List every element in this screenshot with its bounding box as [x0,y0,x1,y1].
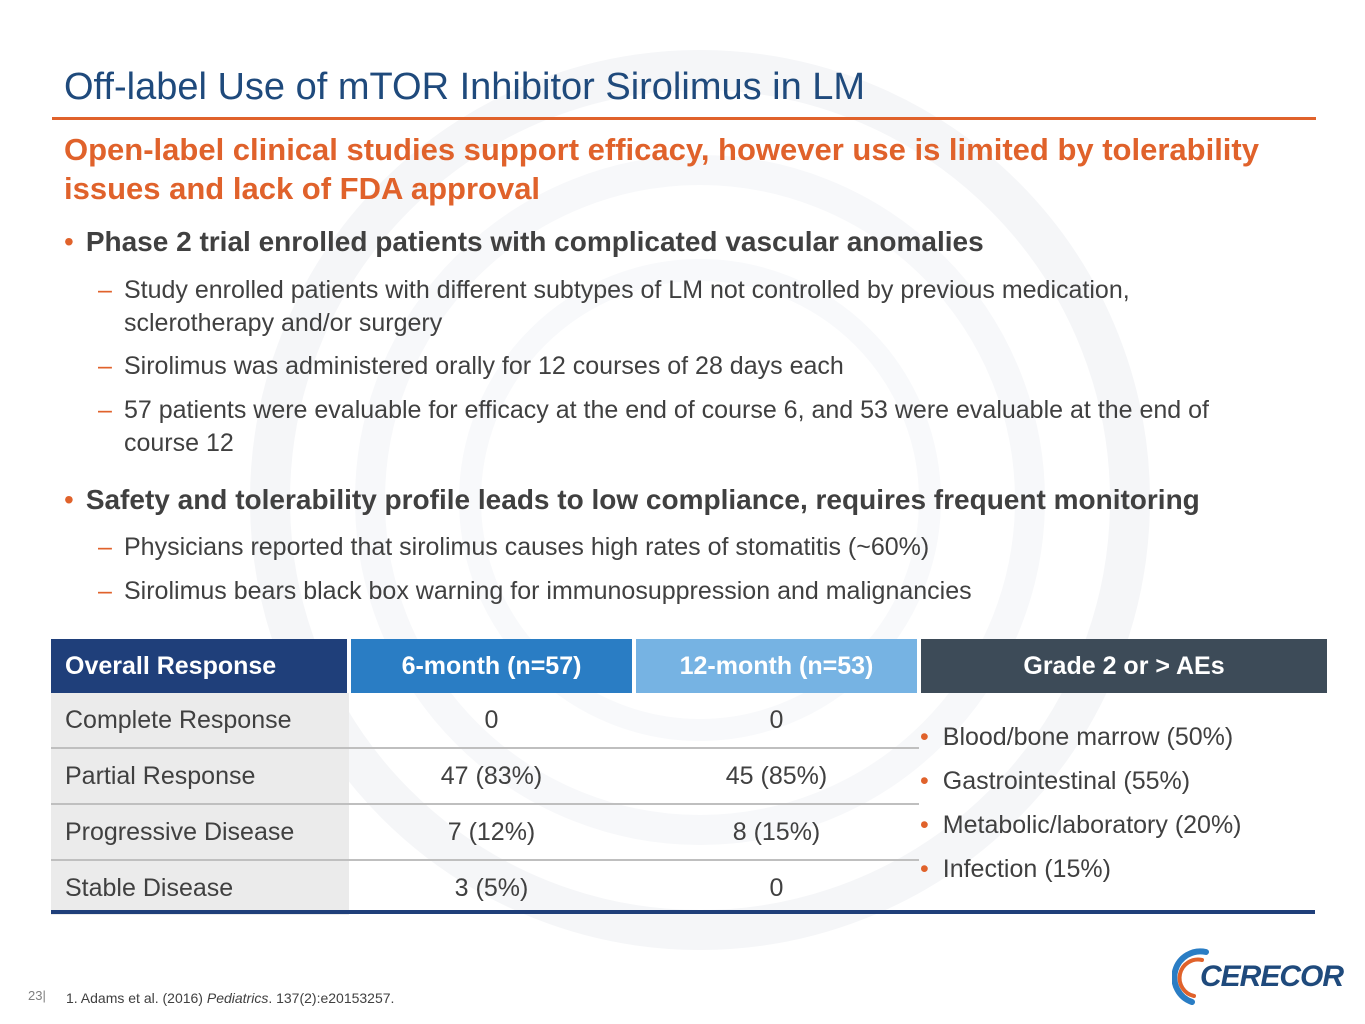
sub-bullet: – Sirolimus bears black box warning for i… [98,577,972,605]
sub-bullet: –57 patients were evaluable for efficacy… [98,396,1209,457]
sub-bullet: – Study enrolled patients with different … [98,276,1130,337]
logo-arc-icon [1172,948,1209,1005]
list-item: • Infection (15%) [920,855,1111,883]
table-row: Progressive Disease 7 (12%) 8 (15%) [51,804,1327,861]
sub-bullet: – Sirolimus was administered orally for 1… [98,352,844,380]
table-bottom-border [51,910,1315,914]
title-divider [52,117,1316,120]
table-row: Partial Response 47 (83%) 45 (85%) [51,748,1327,805]
list-item: • Blood/bone marrow (50%) [920,723,1234,751]
table-header-row: Overall Response 6-month (n=57) 12-month… [51,639,1327,693]
header-6-month: 6-month (n=57) [349,639,636,693]
response-table: Overall Response 6-month (n=57) 12-month… [51,639,1327,915]
bullet-dot: • [64,484,74,515]
slide-title: Off-label Use of mTOR Inhibitor Sirolimu… [64,66,866,108]
ae-list: • Blood/bone marrow (50%) • Gastrointestin… [920,720,1242,896]
slide-subtitle: Open-label clinical studies support effi… [64,132,1259,206]
citation-footnote: 1. Adams et al. (2016) Pediatrics. 137(2… [66,990,395,1006]
bullet-phase2: • Phase 2 trial enrolled patients with co… [64,226,984,257]
bullet-dot: • [64,226,74,257]
header-grade2-aes: Grade 2 or > AEs [919,639,1327,693]
list-item: • Metabolic/laboratory (20%) [920,811,1242,839]
header-overall-response: Overall Response [51,639,351,693]
page-number: 23| [28,988,46,1003]
cerecor-logo: CERECOR [1172,946,1344,1008]
list-item: • Gastrointestinal (55%) [920,767,1191,795]
sub-bullet: – Physicians reported that sirolimus caus… [98,533,930,561]
bullet-safety: • Safety and tolerability profile leads t… [64,484,1200,515]
header-12-month: 12-month (n=53) [634,639,921,693]
table-row: Complete Response 0 0 [51,693,1327,749]
table-row: Stable Disease 3 (5%) 0 [51,860,1327,915]
